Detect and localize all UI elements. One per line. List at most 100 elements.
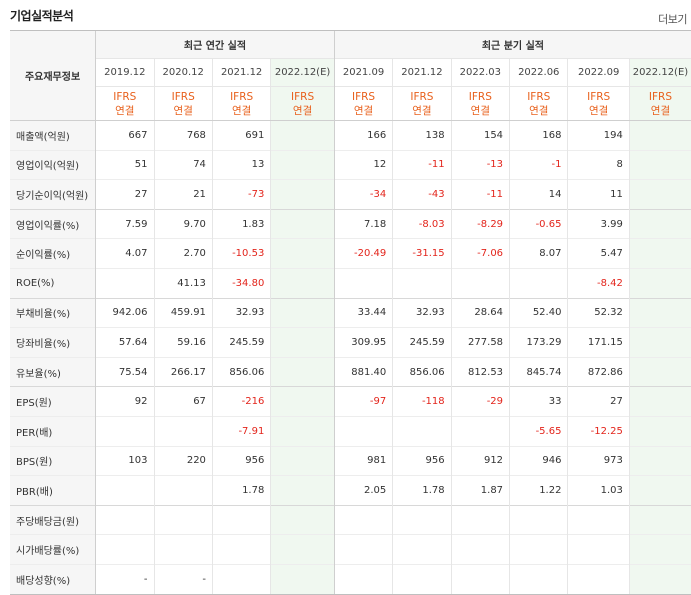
table-cell: 691: [211, 120, 271, 151]
row-label: BPS(원): [10, 445, 96, 476]
table-cell: [628, 238, 691, 269]
table-cell: [270, 415, 335, 447]
table-row: 영업이익률(%) 7.59 9.70 1.83 7.18 -8.03 -8.29 -0.65 3…: [10, 208, 691, 239]
more-link[interactable]: 더보기: [658, 13, 687, 26]
table-cell: 52.40: [509, 297, 568, 328]
table-cell: [392, 504, 452, 535]
table-cell: [628, 445, 691, 476]
table-cell: 33.44: [333, 297, 393, 328]
table-cell: 92: [95, 386, 155, 417]
table-cell: [270, 297, 335, 328]
table-cell: 277.58: [450, 327, 510, 358]
ifrs-badge: IFRS 연결: [95, 86, 155, 121]
table-cell: [95, 415, 155, 447]
table-cell: [270, 445, 335, 476]
table-cell: 1.87: [450, 475, 510, 506]
table-row: EPS(원) 92 67 -216 -97 -118 -29 33 27: [10, 386, 691, 417]
table-cell: [270, 504, 335, 535]
table-cell: -29: [450, 386, 510, 417]
ifrs-badge: IFRS 연결: [509, 86, 568, 121]
ifrs-label: IFRS: [587, 90, 611, 103]
table-cell: [628, 475, 691, 506]
table-row: PER(배) -7.91 -5.65 -12.25: [10, 415, 691, 447]
table-cell: -97: [333, 386, 393, 417]
table-cell: 59.16: [153, 327, 213, 358]
table-cell: 220: [153, 445, 213, 476]
table-cell: [567, 534, 630, 565]
table-cell: [628, 297, 691, 328]
consolidated-label: 연결: [470, 104, 490, 117]
table-cell: 2.05: [333, 475, 393, 506]
row-label: PBR(배): [10, 475, 96, 506]
table-cell: 8: [567, 149, 630, 180]
table-cell: [628, 563, 691, 595]
consolidated-label: 연결: [650, 104, 671, 117]
ifrs-header-row: IFRS 연결 IFRS 연결 IFRS 연결 IFRS 연결 IFRS 연결 IFRS 연결 IFRS…: [10, 86, 691, 121]
table-cell: [392, 267, 452, 299]
ifrs-badge: IFRS 연결: [211, 86, 271, 121]
table-row: 시가배당률(%): [10, 534, 691, 565]
period-header: 2021.12: [392, 58, 452, 87]
table-row: BPS(원) 103 220 956 981 956 912 946 973: [10, 445, 691, 476]
table-cell: [450, 563, 510, 595]
table-cell: 266.17: [153, 356, 213, 387]
table-cell: 52.32: [567, 297, 630, 328]
table-cell: 12: [333, 149, 393, 180]
table-row: 매출액(억원) 667 768 691 166 138 154 168 194: [10, 120, 691, 151]
period-header: 2021.12: [211, 58, 271, 87]
period-header: 2019.12: [95, 58, 155, 87]
period-header: 2022.12(E): [270, 58, 335, 87]
table-row: 당좌비율(%) 57.64 59.16 245.59 309.95 245.59 277.5…: [10, 327, 691, 358]
financial-summary-table: 주요재무정보 최근 연간 실적 최근 분기 실적 2019.12 2020.12 2…: [10, 30, 691, 595]
table-cell: 245.59: [211, 327, 271, 358]
table-cell: -34.80: [211, 267, 271, 299]
table-cell: -11: [392, 149, 452, 180]
table-cell: -43: [392, 179, 452, 210]
table-cell: 171.15: [567, 327, 630, 358]
table-cell: -1: [509, 149, 568, 180]
ifrs-badge: IFRS 연결: [392, 86, 452, 121]
period-header: 2021.09: [333, 58, 393, 87]
ifrs-badge: IFRS 연결: [270, 86, 335, 121]
table-row: ROE(%) 41.13 -34.80 -8.42: [10, 267, 691, 299]
ifrs-badge: IFRS 연결: [450, 86, 510, 121]
table-cell: 973: [567, 445, 630, 476]
table-cell: -8.03: [392, 208, 452, 239]
ifrs-badge: IFRS 연결: [567, 86, 630, 121]
table-cell: [628, 386, 691, 417]
table-cell: [153, 504, 213, 535]
table-cell: 74: [153, 149, 213, 180]
table-cell: [270, 149, 335, 180]
table-cell: [95, 504, 155, 535]
table-cell: 7.18: [333, 208, 393, 239]
table-cell: -5.65: [509, 415, 568, 447]
table-cell: [211, 563, 271, 595]
table-cell: [153, 475, 213, 506]
table-cell: 881.40: [333, 356, 393, 387]
table-cell: -118: [392, 386, 452, 417]
table-cell: [333, 504, 393, 535]
table-cell: -0.65: [509, 208, 568, 239]
table-cell: [270, 238, 335, 269]
table-cell: -13: [450, 149, 510, 180]
table-cell: 194: [567, 120, 630, 151]
table-cell: [628, 179, 691, 210]
table-cell: [509, 267, 568, 299]
table-cell: -12.25: [567, 415, 630, 447]
table-cell: [270, 208, 335, 239]
section-header: 기업실적분석 더보기: [0, 0, 691, 30]
table-cell: [211, 504, 271, 535]
period-header: 2022.12(E): [628, 58, 691, 87]
table-cell: 11: [567, 179, 630, 210]
ifrs-badge: IFRS 연결: [628, 86, 691, 121]
ifrs-label: IFRS: [410, 90, 434, 103]
row-label: 매출액(억원): [10, 120, 96, 151]
row-label: 당좌비율(%): [10, 327, 96, 358]
row-label: ROE(%): [10, 267, 96, 299]
annual-group-header: 최근 연간 실적: [95, 30, 335, 59]
row-label: 주당배당금(원): [10, 504, 96, 535]
table-cell: 154: [450, 120, 510, 151]
ifrs-label: IFRS: [527, 90, 551, 103]
ifrs-badge: IFRS 연결: [333, 86, 393, 121]
table-cell: -8.29: [450, 208, 510, 239]
